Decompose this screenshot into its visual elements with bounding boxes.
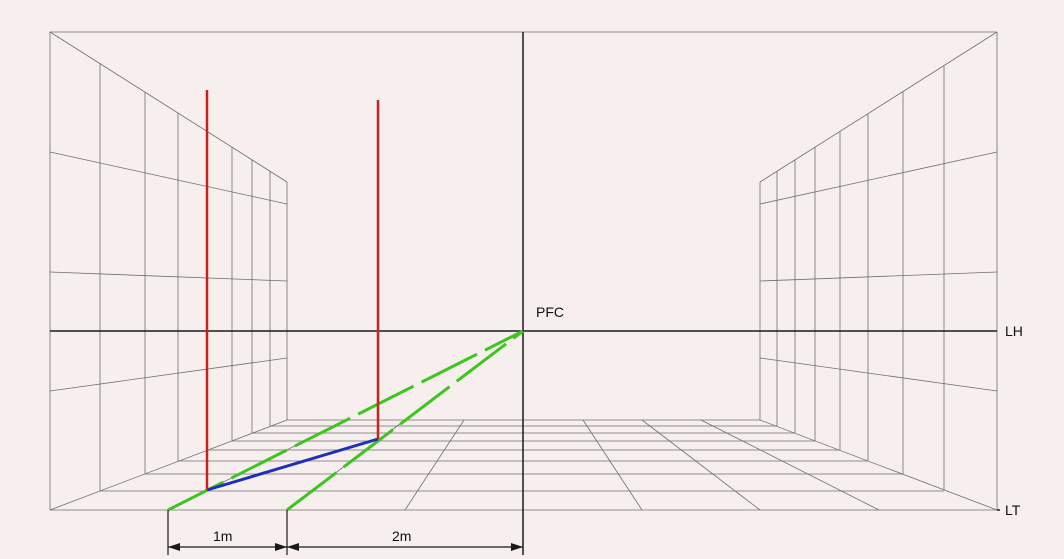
right-floor-diagonal <box>759 419 998 511</box>
left-floor-diagonal <box>49 419 288 511</box>
projection-line-right <box>286 329 524 512</box>
ground-line-label: LT <box>1005 502 1021 518</box>
floor-r6 <box>700 419 880 511</box>
floor-r5 <box>641 419 761 511</box>
floor-r4 <box>582 419 643 511</box>
right-wall-h2 <box>759 271 998 282</box>
left-wall-h3 <box>49 357 288 392</box>
left-top-diagonal <box>49 31 288 183</box>
arrow-2m-left <box>287 543 299 551</box>
left-wall-h2 <box>49 271 288 282</box>
arrow-1m-left <box>168 543 180 551</box>
right-wall-h3 <box>759 357 998 392</box>
perspective-grid <box>49 31 998 511</box>
horizon-line-label: LH <box>1005 323 1023 339</box>
vanishing-point-label: PFC <box>536 304 564 320</box>
arrow-1m-right <box>275 543 287 551</box>
floor-segment <box>206 437 379 492</box>
floor-r3 <box>404 419 465 511</box>
dim-label-2m: 2m <box>392 528 411 544</box>
right-top-diagonal <box>759 31 998 183</box>
arrow-2m-right <box>511 543 523 551</box>
dimension-markers <box>167 510 523 555</box>
dim-label-1m: 1m <box>213 528 232 544</box>
right-wall-h1 <box>759 151 998 205</box>
left-wall-h1 <box>49 151 288 205</box>
projection-line-left <box>167 329 524 512</box>
